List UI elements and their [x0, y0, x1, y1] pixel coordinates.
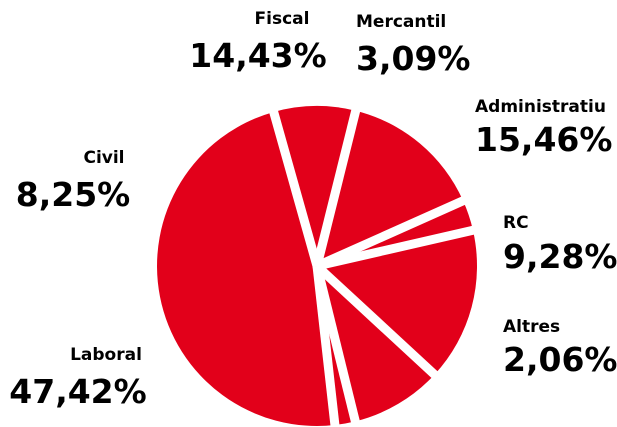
pie-separator-5: [312, 265, 340, 427]
slice-label-mercantil: Mercantil: [356, 12, 446, 32]
pie-separator-0: [312, 105, 362, 268]
pie-separators: [268, 105, 478, 427]
pie-separator-3: [313, 262, 441, 381]
slice-value-administratiu: 15,46%: [475, 120, 612, 159]
slice-value-altres: 2,06%: [503, 340, 617, 379]
pie-separator-2: [315, 224, 478, 271]
pie-slice-laboral: [157, 111, 335, 426]
slice-label-laboral: Laboral: [70, 345, 142, 365]
slice-label-rc: RC: [503, 213, 529, 233]
slice-label-administratiu: Administratiu: [475, 97, 606, 117]
slice-value-mercantil: 3,09%: [356, 39, 471, 78]
pie-slice-civil: [273, 105, 356, 266]
slice-label-altres: Altres: [503, 317, 560, 337]
pie-separator-6: [268, 106, 322, 268]
pie-slice-fiscal: [317, 110, 464, 266]
slice-label-fiscal: Fiscal: [255, 9, 310, 29]
pie-separator-1: [315, 195, 469, 271]
slice-value-fiscal: 14,43%: [189, 36, 326, 75]
slice-value-laboral: 47,42%: [9, 372, 146, 411]
slice-value-civil: 8,25%: [16, 175, 131, 214]
slice-value-rc: 9,28%: [503, 237, 617, 276]
slice-label-civil: Civil: [83, 148, 124, 168]
pie-slice-administratiu: [317, 230, 478, 375]
